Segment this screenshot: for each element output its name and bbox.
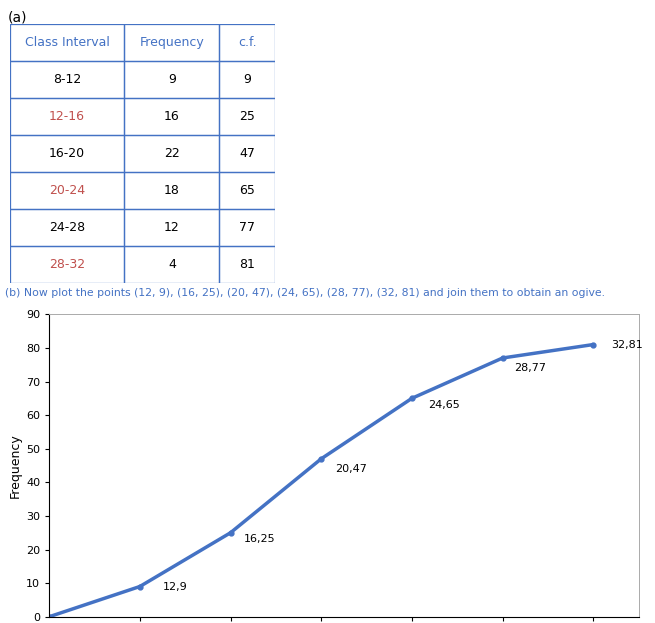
Text: 16,25: 16,25 bbox=[244, 535, 276, 545]
Bar bbox=[219, 98, 275, 135]
Bar bbox=[10, 172, 124, 209]
Bar bbox=[124, 24, 219, 60]
Text: 20-24: 20-24 bbox=[49, 184, 85, 197]
Bar bbox=[10, 98, 124, 135]
Bar bbox=[124, 246, 219, 283]
Text: 16: 16 bbox=[164, 110, 180, 123]
Text: 12,9: 12,9 bbox=[162, 581, 187, 591]
Bar bbox=[219, 60, 275, 98]
Text: 24,65: 24,65 bbox=[428, 400, 460, 410]
Y-axis label: Frequency: Frequency bbox=[9, 433, 22, 498]
Text: 65: 65 bbox=[239, 184, 255, 197]
Bar bbox=[219, 209, 275, 246]
Text: 8-12: 8-12 bbox=[53, 73, 81, 86]
Text: 9: 9 bbox=[243, 73, 252, 86]
Text: 81: 81 bbox=[239, 258, 255, 271]
Text: 47: 47 bbox=[239, 147, 255, 160]
Text: 32,81: 32,81 bbox=[611, 340, 643, 350]
Bar bbox=[219, 172, 275, 209]
Bar bbox=[10, 246, 124, 283]
Text: (a): (a) bbox=[8, 11, 28, 24]
Bar bbox=[10, 24, 124, 60]
Bar bbox=[124, 172, 219, 209]
Bar bbox=[219, 135, 275, 172]
Text: Class Interval: Class Interval bbox=[25, 36, 109, 49]
Text: 22: 22 bbox=[164, 147, 180, 160]
Bar bbox=[10, 60, 124, 98]
Bar bbox=[10, 135, 124, 172]
Bar bbox=[10, 209, 124, 246]
Bar bbox=[124, 135, 219, 172]
Text: 25: 25 bbox=[239, 110, 255, 123]
Text: 12-16: 12-16 bbox=[49, 110, 85, 123]
Bar bbox=[219, 24, 275, 60]
Text: 16-20: 16-20 bbox=[49, 147, 85, 160]
Text: 4: 4 bbox=[168, 258, 176, 271]
Text: 24-28: 24-28 bbox=[49, 221, 85, 234]
Text: 18: 18 bbox=[164, 184, 180, 197]
Text: 20,47: 20,47 bbox=[335, 464, 367, 474]
Bar bbox=[124, 209, 219, 246]
Bar bbox=[219, 246, 275, 283]
Text: 12: 12 bbox=[164, 221, 180, 234]
Bar bbox=[124, 98, 219, 135]
Text: 77: 77 bbox=[239, 221, 255, 234]
Text: (b) Now plot the points (12, 9), (16, 25), (20, 47), (24, 65), (28, 77), (32, 81: (b) Now plot the points (12, 9), (16, 25… bbox=[5, 288, 605, 298]
Text: 28,77: 28,77 bbox=[514, 363, 546, 373]
Text: Frequency: Frequency bbox=[140, 36, 204, 49]
Text: 9: 9 bbox=[168, 73, 176, 86]
Text: c.f.: c.f. bbox=[238, 36, 257, 49]
Text: 28-32: 28-32 bbox=[49, 258, 85, 271]
Bar bbox=[124, 60, 219, 98]
